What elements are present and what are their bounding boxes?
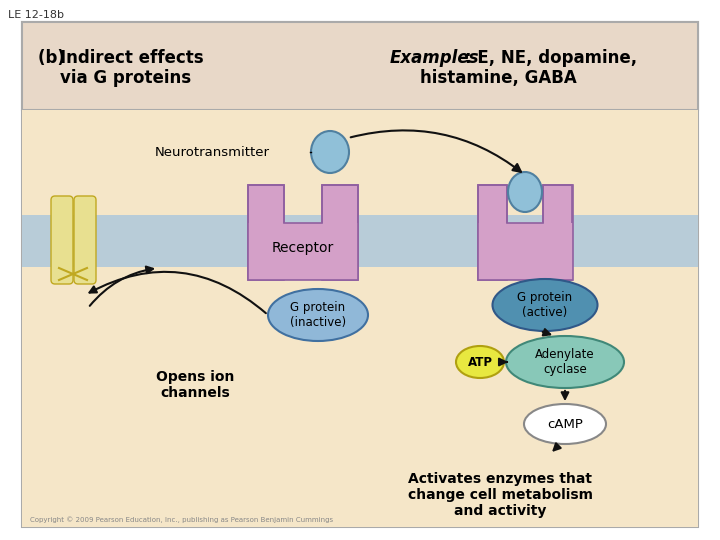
Text: cAMP: cAMP — [547, 417, 583, 430]
FancyBboxPatch shape — [74, 196, 96, 284]
Text: histamine, GABA: histamine, GABA — [420, 69, 577, 87]
Bar — [248, 185, 284, 280]
Ellipse shape — [456, 346, 504, 378]
Ellipse shape — [268, 289, 368, 341]
Ellipse shape — [524, 404, 606, 444]
Text: (b): (b) — [38, 49, 71, 67]
Bar — [322, 185, 358, 280]
FancyBboxPatch shape — [51, 196, 73, 284]
Text: ATP: ATP — [467, 355, 492, 368]
Text: Examples: Examples — [390, 49, 480, 67]
Text: Copyright © 2009 Pearson Education, Inc., publishing as Pearson Benjamin Cumming: Copyright © 2009 Pearson Education, Inc.… — [30, 516, 333, 523]
Ellipse shape — [508, 172, 542, 212]
Text: Adenylate
cyclase: Adenylate cyclase — [535, 348, 595, 376]
Bar — [22, 22, 698, 110]
Text: Activates enzymes that
change cell metabolism
and activity: Activates enzymes that change cell metab… — [408, 472, 593, 518]
Ellipse shape — [506, 336, 624, 388]
FancyBboxPatch shape — [22, 22, 698, 527]
Ellipse shape — [492, 279, 598, 331]
Bar — [478, 223, 573, 280]
Text: : E, NE, dopamine,: : E, NE, dopamine, — [465, 49, 637, 67]
Text: Indirect effects: Indirect effects — [60, 49, 204, 67]
Text: G protein
(active): G protein (active) — [518, 291, 572, 319]
Bar — [543, 185, 572, 280]
Bar — [478, 185, 507, 280]
Bar — [22, 215, 698, 267]
Bar — [248, 223, 358, 280]
Text: G protein
(inactive): G protein (inactive) — [290, 301, 346, 329]
Text: LE 12-18b: LE 12-18b — [8, 10, 64, 20]
Ellipse shape — [311, 131, 349, 173]
Text: via G proteins: via G proteins — [60, 69, 191, 87]
Bar — [22, 110, 698, 527]
Text: Receptor: Receptor — [272, 241, 334, 255]
Text: Neurotransmitter: Neurotransmitter — [155, 145, 270, 159]
Text: Opens ion
channels: Opens ion channels — [156, 370, 234, 400]
